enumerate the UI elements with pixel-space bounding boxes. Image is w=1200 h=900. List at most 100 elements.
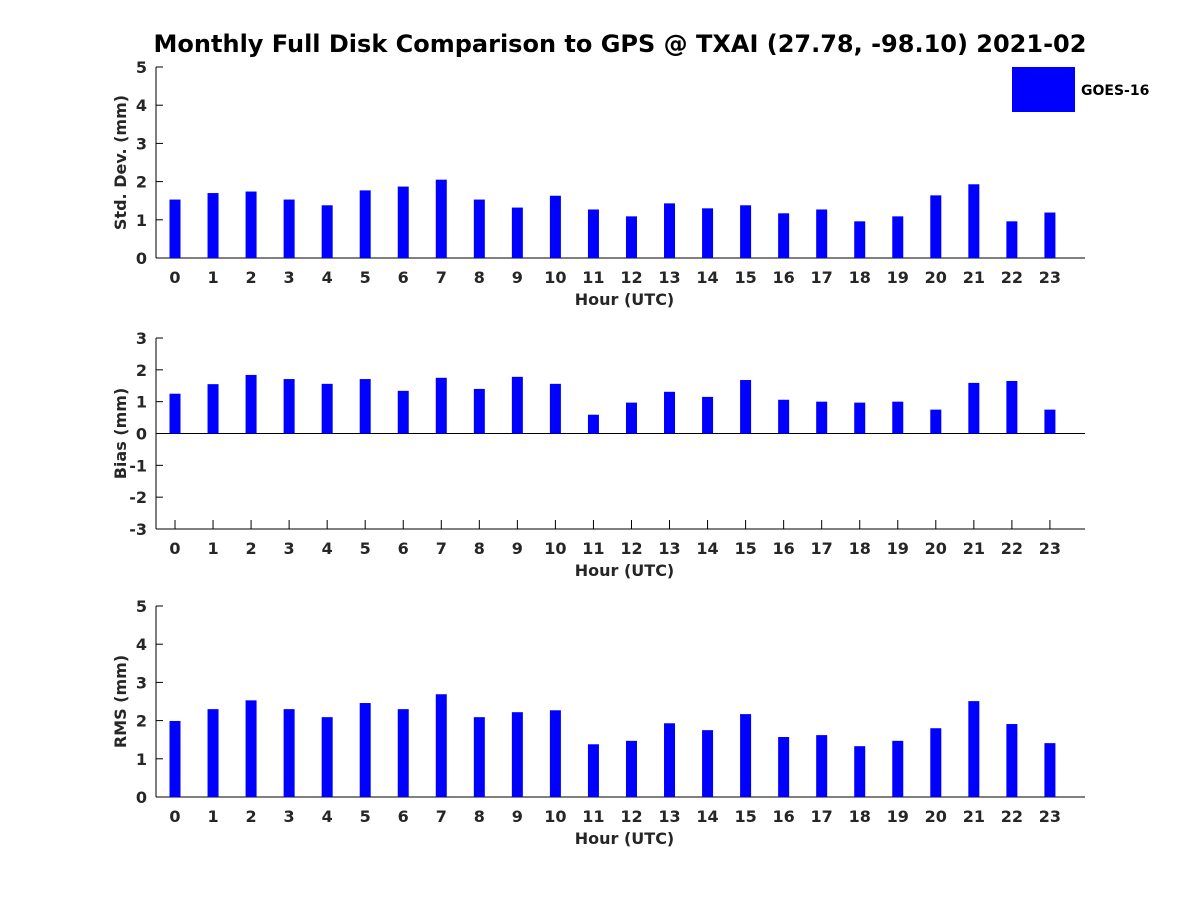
x-tick-label: 7: [436, 268, 447, 287]
x-tick-label: 17: [811, 807, 833, 826]
bar: [664, 391, 676, 434]
x-tick-label: 18: [849, 807, 871, 826]
x-tick-label: 16: [773, 807, 795, 826]
bar: [1044, 743, 1056, 797]
x-tick-label: 15: [734, 807, 756, 826]
y-tick-label: -2: [129, 488, 147, 507]
y-axis-label: RMS (mm): [111, 655, 130, 748]
bar: [1044, 409, 1056, 434]
bar: [968, 382, 980, 434]
x-tick-label: 8: [474, 268, 485, 287]
y-axis-label: Std. Dev. (mm): [111, 95, 130, 230]
bar: [397, 709, 409, 797]
y-tick-label: 5: [136, 58, 147, 77]
x-tick-label: 8: [474, 539, 485, 558]
bar: [283, 379, 295, 434]
x-tick-label: 11: [582, 268, 604, 287]
bar: [245, 374, 257, 434]
x-tick-label: 21: [963, 268, 985, 287]
bar: [435, 179, 447, 258]
y-tick-label: 1: [136, 393, 147, 412]
bar: [892, 740, 904, 797]
x-tick-label: 11: [582, 807, 604, 826]
x-tick-label: 21: [963, 807, 985, 826]
x-tick-label: 3: [284, 539, 295, 558]
bar: [1006, 221, 1018, 258]
y-tick-label: -1: [129, 456, 147, 475]
x-tick-label: 6: [398, 807, 409, 826]
bar: [549, 710, 561, 797]
x-tick-label: 14: [696, 807, 718, 826]
bar: [549, 383, 561, 434]
bar: [245, 191, 257, 258]
bar: [1006, 724, 1018, 797]
bar: [740, 205, 752, 258]
y-tick-label: 1: [136, 750, 147, 769]
x-tick-label: 18: [849, 539, 871, 558]
bar: [207, 384, 219, 434]
x-tick-label: 17: [811, 539, 833, 558]
bar: [968, 701, 980, 797]
x-tick-label: 2: [246, 807, 257, 826]
x-tick-label: 2: [246, 539, 257, 558]
bar: [778, 737, 790, 797]
bar: [1006, 380, 1018, 434]
y-tick-label: 1: [136, 211, 147, 230]
bar: [207, 193, 219, 258]
bar: [435, 694, 447, 797]
bar: [359, 379, 371, 434]
x-tick-label: 8: [474, 807, 485, 826]
bar: [892, 401, 904, 434]
x-tick-label: 20: [925, 807, 947, 826]
bar: [169, 199, 181, 258]
y-tick-label: 3: [136, 673, 147, 692]
bar: [930, 728, 942, 797]
x-tick-label: 23: [1039, 807, 1061, 826]
x-tick-label: 19: [887, 539, 909, 558]
bar: [549, 195, 561, 258]
x-tick-label: 21: [963, 539, 985, 558]
x-tick-label: 9: [512, 807, 523, 826]
y-tick-label: 4: [136, 635, 147, 654]
x-tick-label: 12: [620, 807, 642, 826]
bar: [397, 186, 409, 258]
x-tick-label: 22: [1001, 807, 1023, 826]
x-tick-label: 23: [1039, 268, 1061, 287]
x-axis-label: Hour (UTC): [575, 829, 675, 848]
x-tick-label: 5: [360, 268, 371, 287]
bar: [321, 205, 333, 258]
x-tick-label: 0: [169, 268, 180, 287]
x-tick-label: 14: [696, 268, 718, 287]
bar: [625, 216, 637, 258]
bar: [968, 184, 980, 258]
y-axis-label: Bias (mm): [111, 388, 130, 480]
x-tick-label: 22: [1001, 539, 1023, 558]
bar: [473, 199, 485, 258]
bar: [473, 717, 485, 797]
bar: [702, 396, 714, 434]
legend: GOES-16: [1012, 67, 1149, 112]
bar: [892, 216, 904, 258]
bar: [359, 190, 371, 258]
bar: [169, 720, 181, 797]
x-tick-label: 1: [207, 268, 218, 287]
x-tick-label: 12: [620, 539, 642, 558]
bar: [816, 209, 828, 258]
y-tick-label: 2: [136, 361, 147, 380]
bar: [625, 740, 637, 797]
x-tick-label: 7: [436, 807, 447, 826]
bar: [930, 409, 942, 434]
x-tick-label: 4: [322, 807, 333, 826]
y-tick-label: 3: [136, 134, 147, 153]
x-tick-label: 3: [284, 807, 295, 826]
x-tick-label: 4: [322, 268, 333, 287]
bar: [702, 730, 714, 797]
x-tick-label: 19: [887, 268, 909, 287]
x-tick-label: 20: [925, 268, 947, 287]
x-tick-label: 11: [582, 539, 604, 558]
legend-swatch-goes-16: [1012, 67, 1075, 112]
x-tick-label: 6: [398, 539, 409, 558]
bar: [625, 402, 637, 434]
bar: [283, 709, 295, 797]
